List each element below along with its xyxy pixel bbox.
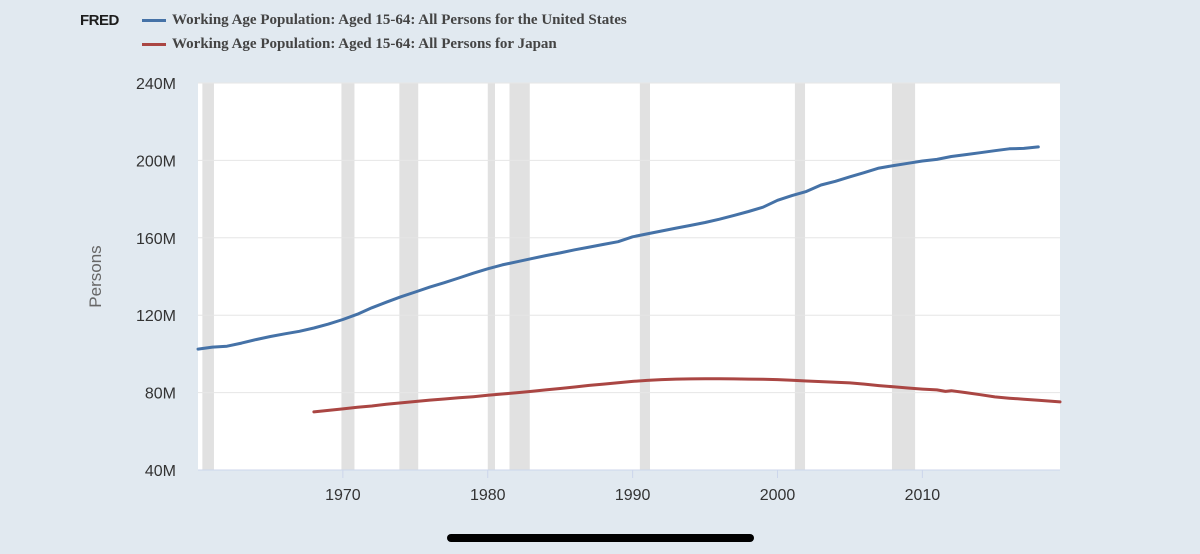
legend-row-us: FRED Working Age Population: Aged 15-64:… [80, 8, 627, 32]
y-tick-label: 240M [136, 76, 176, 93]
series-line-japan [312, 377, 1062, 414]
y-tick-label: 160M [136, 231, 176, 248]
y-tick-label: 120M [136, 308, 176, 325]
legend-swatch-us [142, 18, 166, 22]
legend-label-japan: Working Age Population: Aged 15-64: All … [172, 35, 557, 52]
recession-band-4 [509, 83, 530, 470]
y-tick-label: 40M [145, 463, 176, 480]
x-tick-label: 1980 [470, 487, 506, 504]
x-tick-label: 2000 [760, 487, 796, 504]
legend-row-japan: Working Age Population: Aged 15-64: All … [80, 32, 627, 56]
y-tick-label: 200M [136, 153, 176, 170]
home-indicator[interactable] [447, 534, 754, 542]
y-axis-title: Persons [86, 245, 105, 307]
recession-band-0 [202, 83, 214, 470]
y-tick-label: 80M [145, 386, 176, 403]
legend-swatch-japan [142, 42, 166, 46]
legend: FRED Working Age Population: Aged 15-64:… [80, 8, 627, 56]
recession-band-2 [399, 83, 419, 470]
recession-band-3 [487, 83, 495, 470]
recession-band-1 [341, 83, 355, 470]
legend-label-us: Working Age Population: Aged 15-64: All … [172, 11, 627, 28]
x-tick-label: 1970 [325, 487, 361, 504]
x-tick-label: 2010 [905, 487, 941, 504]
x-tick-label: 1990 [615, 487, 651, 504]
fred-logo: FRED [80, 11, 119, 29]
recession-band-7 [891, 83, 916, 470]
recession-band-5 [639, 83, 651, 470]
recession-band-6 [794, 83, 806, 470]
series-line-us [196, 145, 1040, 351]
